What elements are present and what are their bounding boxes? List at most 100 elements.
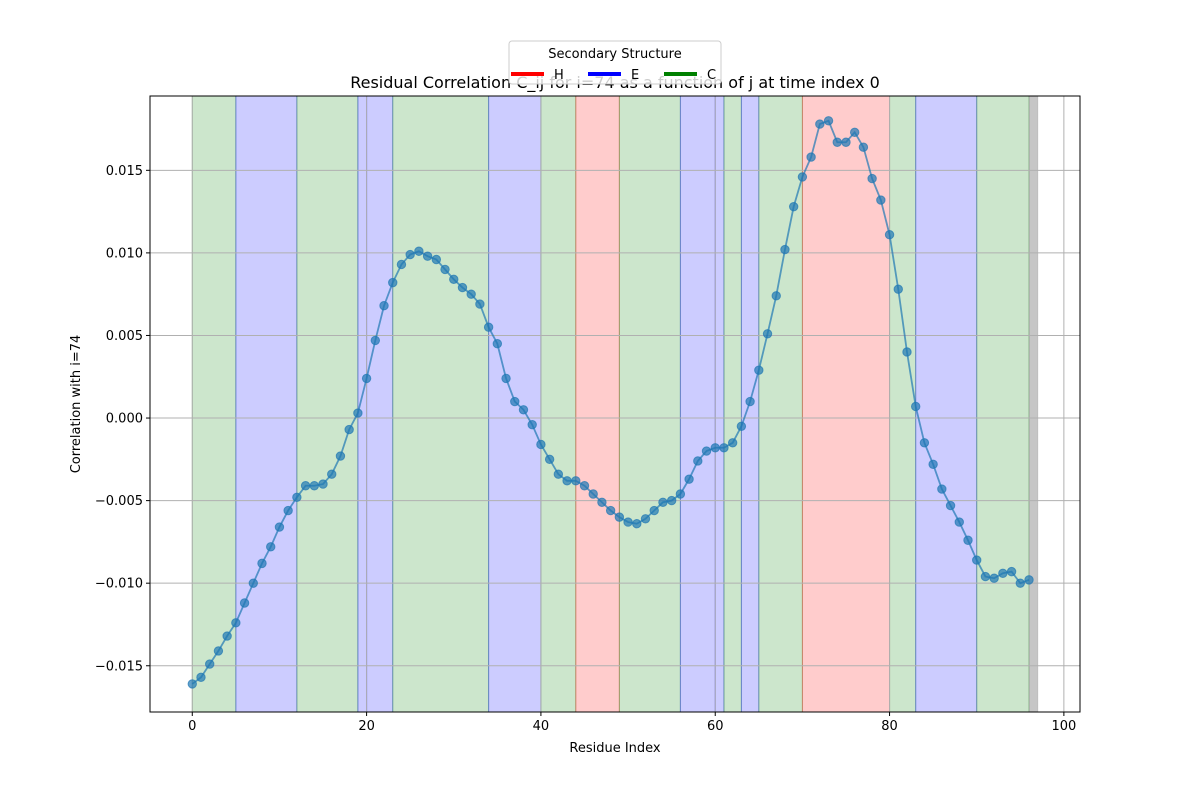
region-H-8 <box>575 95 620 713</box>
data-point-19 <box>353 408 363 418</box>
legend-label-E: E <box>631 68 639 83</box>
y-tick-label-5: 0.010 <box>106 246 143 261</box>
data-point-84 <box>919 438 930 448</box>
region-C-12 <box>723 95 742 713</box>
y-tick-label-6: 0.015 <box>106 164 143 179</box>
data-point-29 <box>440 264 450 275</box>
y-axis-label: Correlation with i=74 <box>69 335 84 474</box>
data-point-88 <box>954 517 964 527</box>
data-point-54 <box>658 497 668 507</box>
data-point-8 <box>257 558 267 569</box>
data-point-13 <box>300 481 311 491</box>
data-point-62 <box>727 438 738 448</box>
data-point-91 <box>980 571 991 582</box>
data-point-3 <box>213 646 224 656</box>
data-point-33 <box>475 299 485 309</box>
data-point-81 <box>893 284 903 294</box>
data-point-78 <box>867 173 877 184</box>
data-point-27 <box>422 251 433 261</box>
data-point-96 <box>1024 575 1034 585</box>
y-tick-label-1: −0.010 <box>95 577 143 592</box>
data-point-59 <box>701 446 712 456</box>
data-point-6 <box>239 598 250 608</box>
data-point-14 <box>309 481 319 491</box>
y-axis: −0.015 −0.010 −0.005 0.000 0.005 0.010 0.015 <box>95 164 150 674</box>
data-point-50 <box>623 517 633 527</box>
data-point-10 <box>274 522 285 532</box>
data-point-35 <box>492 339 503 349</box>
data-point-2 <box>205 659 215 669</box>
legend-label-C: C <box>707 68 716 83</box>
data-point-44 <box>571 476 581 486</box>
region-C-7 <box>540 95 577 713</box>
region-C-2 <box>296 95 359 713</box>
data-point-39 <box>527 419 537 430</box>
data-point-67 <box>771 291 781 301</box>
region-E-17 <box>915 95 978 713</box>
data-point-56 <box>675 489 686 499</box>
region-gray-19 <box>1028 95 1039 713</box>
data-point-7 <box>248 578 258 588</box>
data-point-40 <box>536 439 546 450</box>
data-point-49 <box>614 512 625 522</box>
data-point-45 <box>579 481 590 491</box>
data-point-58 <box>693 456 703 466</box>
data-point-46 <box>588 489 598 499</box>
y-tick-label-2: −0.005 <box>95 494 143 509</box>
region-E-10 <box>679 95 716 713</box>
data-point-30 <box>449 274 459 285</box>
data-point-22 <box>379 301 389 311</box>
data-point-41 <box>544 454 555 465</box>
data-point-53 <box>649 505 659 516</box>
data-point-16 <box>327 469 337 479</box>
data-point-24 <box>396 259 407 270</box>
data-point-34 <box>483 322 494 332</box>
data-point-90 <box>972 555 982 565</box>
legend-title: Secondary Structure <box>548 47 681 62</box>
data-point-77 <box>858 142 869 152</box>
data-point-74 <box>832 137 842 147</box>
data-point-25 <box>405 249 415 260</box>
data-point-55 <box>666 495 677 506</box>
data-point-11 <box>283 505 293 516</box>
data-point-94 <box>1006 566 1017 577</box>
data-point-37 <box>510 396 520 407</box>
data-point-83 <box>911 401 921 412</box>
region-E-1 <box>235 95 298 713</box>
region-E-11 <box>714 95 725 713</box>
data-point-31 <box>457 282 468 293</box>
data-point-80 <box>884 230 895 240</box>
data-point-5 <box>231 618 241 628</box>
data-point-57 <box>684 474 694 484</box>
data-point-52 <box>640 514 651 524</box>
data-point-79 <box>876 195 886 205</box>
data-point-47 <box>597 497 607 507</box>
data-point-76 <box>849 127 860 138</box>
data-point-65 <box>754 365 764 375</box>
data-point-68 <box>780 244 790 255</box>
x-tick-label-1: 20 <box>358 719 375 734</box>
data-point-93 <box>998 568 1008 578</box>
data-point-32 <box>466 289 476 299</box>
data-point-75 <box>841 137 851 147</box>
region-C-5 <box>392 95 490 713</box>
data-point-71 <box>806 152 816 162</box>
data-point-9 <box>266 542 276 552</box>
data-point-20 <box>361 373 372 384</box>
data-point-63 <box>736 421 747 431</box>
region-E-4 <box>366 95 394 713</box>
x-tick-label-0: 0 <box>188 719 196 734</box>
plot-area-frame <box>149 95 1081 713</box>
data-point-26 <box>414 246 424 256</box>
data-series <box>187 116 1034 689</box>
data-point-21 <box>370 335 381 346</box>
data-point-28 <box>431 254 442 265</box>
data-point-69 <box>788 201 799 212</box>
data-point-73 <box>823 116 834 126</box>
data-point-82 <box>902 347 912 357</box>
data-point-18 <box>344 424 354 435</box>
data-point-48 <box>605 505 616 516</box>
